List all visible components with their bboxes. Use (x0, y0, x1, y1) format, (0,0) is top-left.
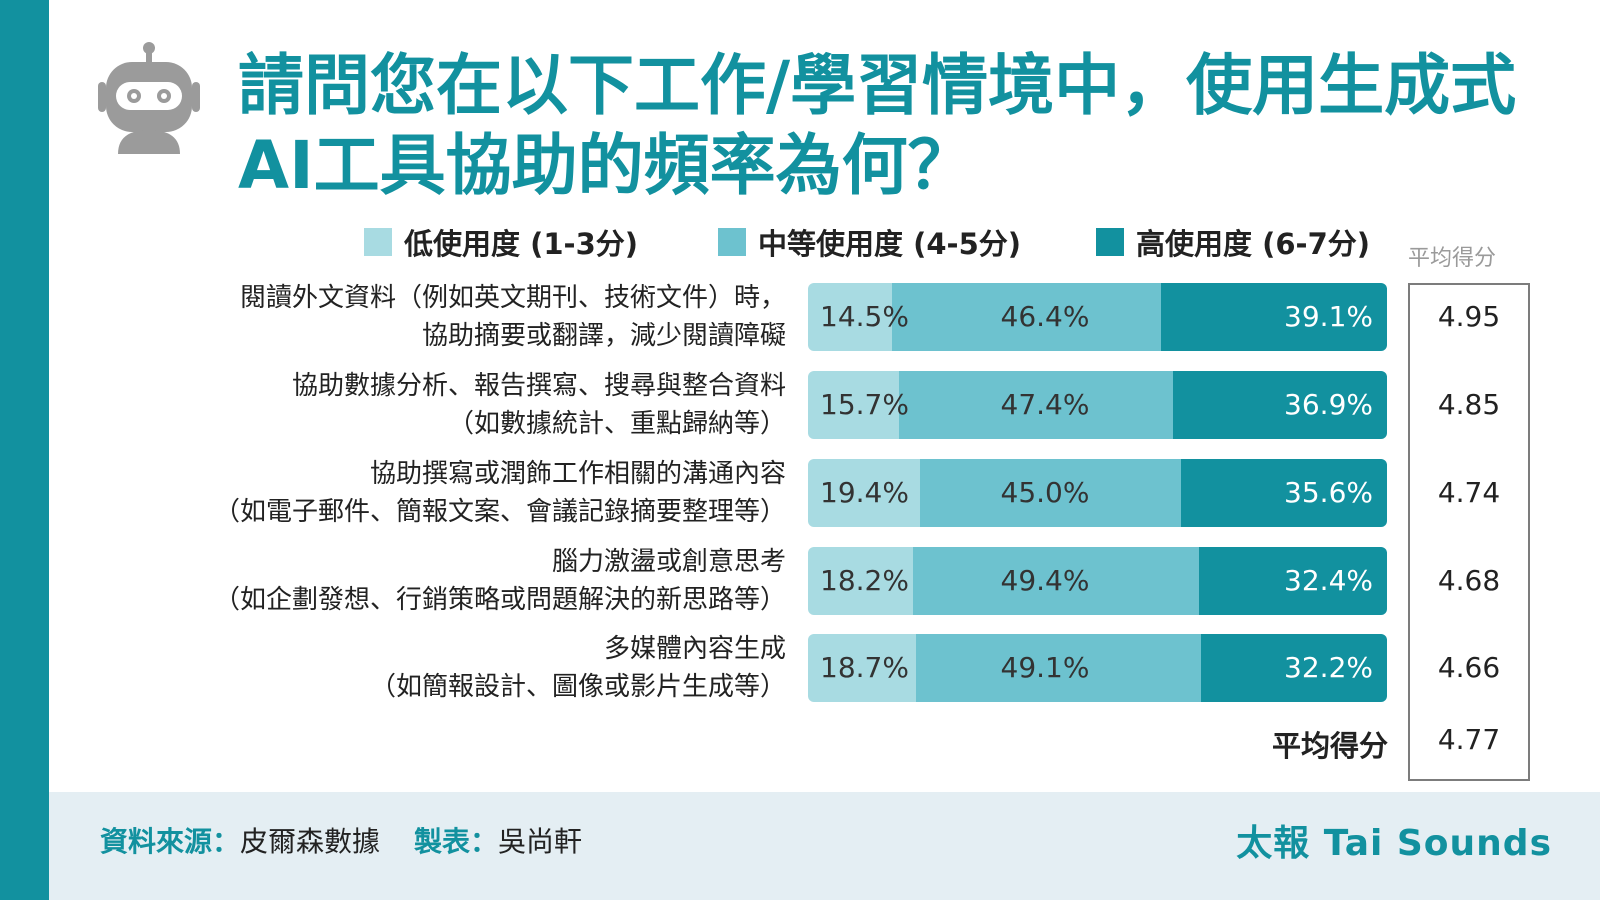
data-label-low: 19.4% (820, 476, 909, 509)
source-key: 資料來源： (100, 825, 241, 858)
bar-segment-low (808, 459, 921, 527)
bar-segment-low (808, 547, 914, 615)
brand-logo-text: 太報 Tai Sounds (1236, 823, 1552, 864)
row-label-line: 腦力激盪或創意思考 (551, 547, 786, 577)
data-label-low: 14.5% (820, 300, 909, 333)
footer-band (49, 792, 1600, 900)
row-label-line: 閱讀外文資料（例如英文期刊、技術文件）時， (239, 283, 786, 313)
legend-item-mid: 中等使用度 (4-5分) (718, 222, 1021, 262)
row-label: 多媒體內容生成 （如簡報設計、圖像或影片生成等） (106, 630, 786, 706)
bar-segment-mid (913, 547, 1200, 615)
legend-item-low: 低使用度 (1-3分) (364, 222, 638, 262)
legend-swatch-mid (718, 228, 746, 256)
bar-segment-mid (891, 283, 1161, 351)
data-label-high: 39.1% (1284, 300, 1373, 333)
bar-segment-high (1180, 459, 1387, 527)
average-score-value: 4.85 (1437, 388, 1501, 421)
data-label-low: 18.7% (820, 651, 909, 684)
bar-segment-high (1200, 634, 1387, 702)
row-label: 腦力激盪或創意思考 （如企劃發想、行銷策略或問題解決的新思路等） (106, 543, 786, 619)
row-label-line: （如簡報設計、圖像或影片生成等） (369, 672, 786, 702)
robot-icon (98, 42, 200, 154)
overall-average-label: 平均得分 (1271, 729, 1388, 763)
legend-swatch-high (1096, 228, 1124, 256)
average-score-value: 4.68 (1437, 564, 1501, 597)
bar-segment-mid (916, 634, 1201, 702)
bar-segment-low (808, 371, 899, 439)
bar-segment-low (808, 283, 892, 351)
maker-key: 製表： (414, 825, 499, 858)
bar-segment-low (808, 634, 917, 702)
data-label-high: 32.2% (1284, 651, 1373, 684)
row-label: 閱讀外文資料（例如英文期刊、技術文件）時， 協助摘要或翻譯，減少閱讀障礙 (106, 279, 786, 355)
bar-segment-high (1173, 371, 1387, 439)
row-label-line: 協助撰寫或潤飾工作相關的溝通內容 (369, 459, 786, 489)
data-label-low: 15.7% (820, 388, 909, 421)
average-score-value: 4.74 (1437, 476, 1501, 509)
row-label-line: （如電子郵件、簡報文案、會議記錄摘要整理等） (213, 497, 786, 527)
overall-average-value: 4.77 (1437, 723, 1501, 756)
data-label-high: 36.9% (1284, 388, 1373, 421)
average-score-value: 4.66 (1437, 651, 1501, 684)
legend-swatch-low (364, 228, 392, 256)
stacked-bar (808, 371, 1387, 439)
bar-segment-high (1160, 283, 1387, 351)
row-label-line: 協助數據分析、報告撰寫、搜尋與整合資料 (291, 371, 786, 401)
row-label: 協助數據分析、報告撰寫、搜尋與整合資料 （如數據統計、重點歸納等） (106, 367, 786, 443)
data-label-mid: 45.0% (1000, 476, 1090, 509)
data-label-mid: 49.4% (1000, 564, 1090, 597)
legend-label-mid: 中等使用度 (4-5分) (758, 227, 1021, 261)
stacked-bar (808, 459, 1387, 527)
left-accent-bar (0, 0, 49, 900)
bar-segment-mid (920, 459, 1181, 527)
source-value: 皮爾森數據 (240, 825, 381, 858)
legend-label-high: 高使用度 (6-7分) (1136, 227, 1370, 261)
data-label-mid: 49.1% (1000, 651, 1090, 684)
average-score-box (1408, 283, 1530, 781)
source-credit: 資料來源：皮爾森數據 製表：吳尚軒 (100, 820, 582, 860)
row-label: 協助撰寫或潤飾工作相關的溝通內容 （如電子郵件、簡報文案、會議記錄摘要整理等） (106, 455, 786, 531)
stacked-bar (808, 283, 1387, 351)
stacked-bar (808, 547, 1387, 615)
bar-segment-mid (898, 371, 1174, 439)
data-label-mid: 46.4% (1000, 300, 1090, 333)
data-label-low: 18.2% (820, 564, 909, 597)
data-label-high: 35.6% (1284, 476, 1373, 509)
row-label-line: （如數據統計、重點歸納等） (447, 409, 786, 439)
average-score-header: 平均得分 (1408, 246, 1497, 271)
average-score-value: 4.95 (1437, 300, 1501, 333)
legend-label-low: 低使用度 (1-3分) (404, 227, 638, 261)
data-label-mid: 47.4% (1000, 388, 1090, 421)
stacked-bar (808, 634, 1387, 702)
row-label-line: 協助摘要或翻譯，減少閱讀障礙 (421, 321, 786, 351)
chart-title: 請問您在以下工作/學習情境中，使用生成式AI工具協助的頻率為何？ (238, 47, 1517, 204)
data-label-high: 32.4% (1284, 564, 1373, 597)
maker-value: 吳尚軒 (498, 825, 583, 858)
legend-item-high: 高使用度 (6-7分) (1096, 222, 1370, 262)
bar-segment-high (1199, 547, 1387, 615)
row-label-line: 多媒體內容生成 (603, 634, 786, 664)
row-label-line: （如企劃發想、行銷策略或問題解決的新思路等） (213, 585, 786, 615)
